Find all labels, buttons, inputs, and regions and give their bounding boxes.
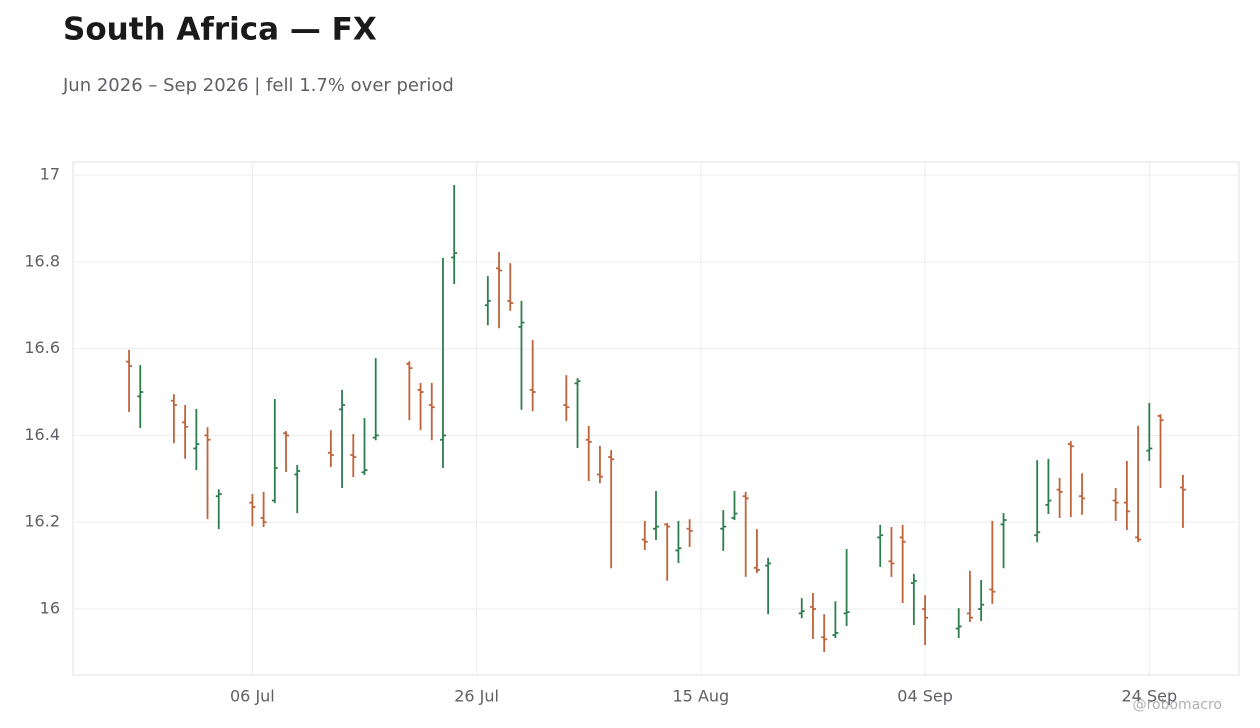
y-tick-label: 16.2 [24, 512, 60, 531]
y-tick-label: 16 [40, 599, 60, 618]
x-tick-label: 04 Sep [897, 687, 953, 706]
x-tick-label: 06 Jul [230, 687, 275, 706]
chart-subtitle: Jun 2026 – Sep 2026 | fell 1.7% over per… [62, 75, 454, 96]
watermark: @robomacro [1133, 697, 1222, 713]
chart-title: South Africa — FX [63, 12, 377, 48]
x-tick-label: 26 Jul [454, 687, 499, 706]
y-tick-label: 16.4 [24, 425, 60, 444]
y-tick-label: 16.8 [24, 251, 60, 270]
plot-frame [72, 161, 1240, 676]
x-tick-label: 15 Aug [673, 687, 730, 706]
y-tick-label: 17 [40, 165, 60, 184]
y-tick-label: 16.6 [24, 338, 60, 357]
x-tick-label: 24 Sep [1122, 687, 1178, 706]
